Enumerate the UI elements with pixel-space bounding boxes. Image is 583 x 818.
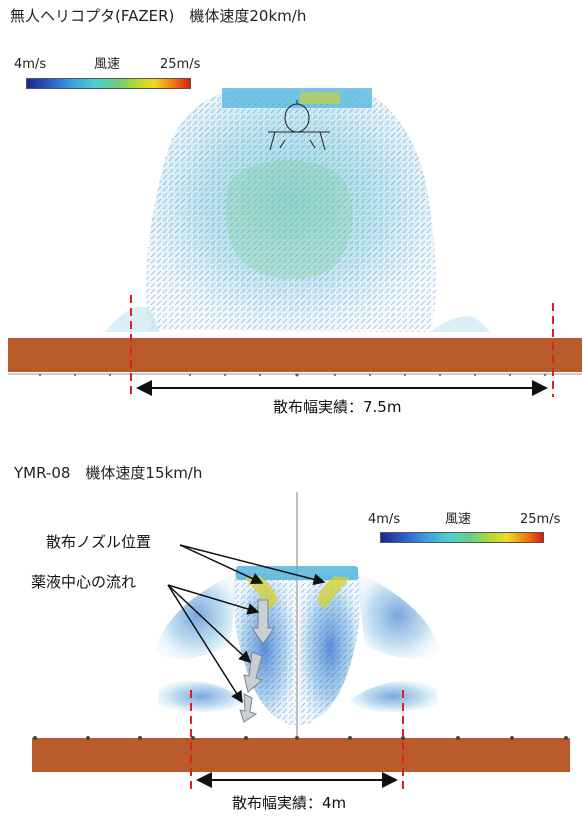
panel2-ground-posts bbox=[33, 736, 568, 740]
panel2-colorbar-max-label: 25m/s bbox=[520, 512, 561, 527]
helicopter-icon bbox=[268, 100, 330, 151]
panel1-title: 無人ヘリコプタ(FAZER) 機体速度20km/h bbox=[10, 7, 307, 25]
panel2-colorbar-min-label: 4m/s bbox=[368, 512, 401, 527]
panel1-spray-width-label: 散布幅実績：7.5m bbox=[273, 398, 402, 416]
panel1-colorbar bbox=[26, 78, 191, 89]
spray-flow-arrows bbox=[239, 599, 275, 723]
flow-arrow-3 bbox=[239, 693, 258, 723]
panel1-colorbar-min-label: 4m/s bbox=[14, 57, 47, 72]
annotation-leader-lines bbox=[167, 544, 326, 704]
panel2-title: YMR-08 機体速度15km/h bbox=[14, 464, 203, 482]
flow-arrow-1 bbox=[251, 599, 275, 645]
panel1-colorbar-max-label: 25m/s bbox=[160, 57, 201, 72]
panel1-ground bbox=[8, 338, 582, 372]
nozzle-position-annotation: 散布ノズル位置 bbox=[46, 533, 152, 551]
flow-arrow-2 bbox=[243, 651, 263, 693]
panel1-ground-ticks bbox=[39, 373, 546, 377]
panel1-flow-field bbox=[105, 88, 490, 332]
panel2-spray-width-label: 散布幅実績：4m bbox=[232, 794, 347, 812]
spray-center-flow-annotation: 薬液中心の流れ bbox=[31, 573, 137, 591]
panel2-colorbar-title: 風速 bbox=[445, 512, 472, 527]
panel2-flow-field bbox=[155, 566, 440, 725]
panel2-ground bbox=[32, 738, 570, 772]
panel2-colorbar bbox=[380, 532, 544, 543]
panel1-colorbar-title: 風速 bbox=[94, 57, 121, 72]
